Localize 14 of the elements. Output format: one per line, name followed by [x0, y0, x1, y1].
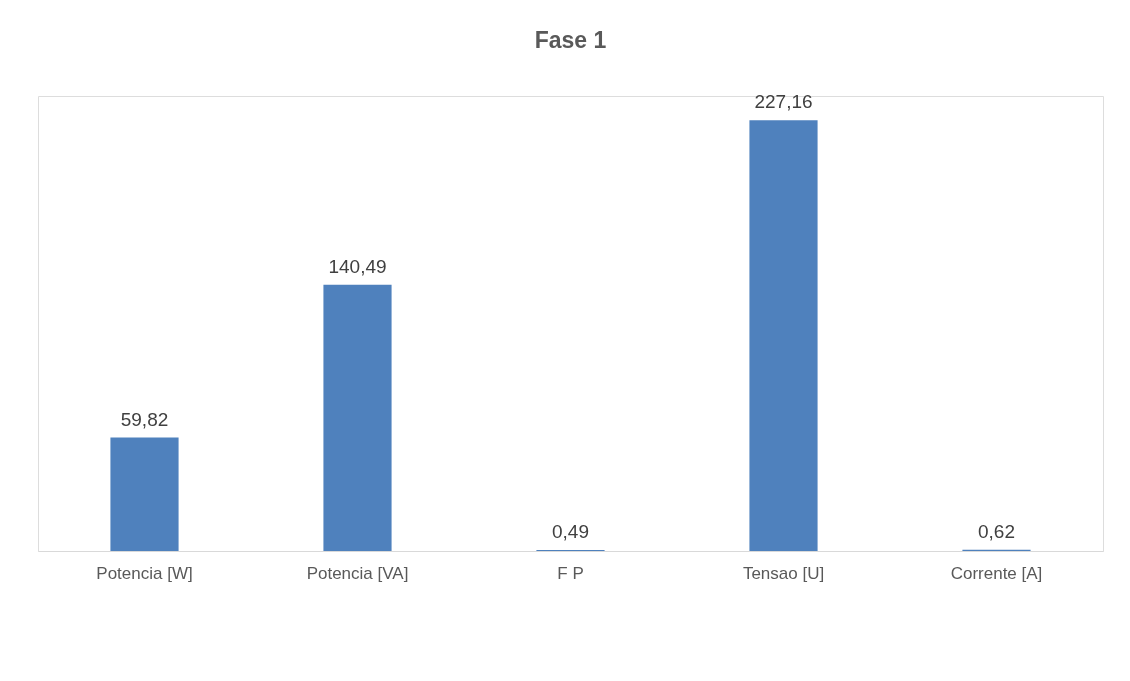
x-tick-label: Potencia [W] [96, 563, 193, 583]
bar [323, 284, 392, 551]
data-label: 0,49 [552, 521, 589, 543]
data-label: 0,62 [978, 520, 1015, 542]
bar [749, 120, 818, 551]
chart-title: Fase 1 [534, 27, 607, 54]
data-label: 140,49 [328, 255, 387, 277]
x-tick-label: Tensao [U] [742, 563, 825, 583]
bar [110, 437, 179, 551]
x-tick-label: Potencia [VA] [306, 563, 409, 583]
x-tick-label: Corrente [A] [950, 563, 1043, 583]
data-label: 59,82 [120, 408, 169, 430]
x-tick-label: F P [557, 563, 584, 583]
data-label: 227,16 [754, 91, 813, 113]
